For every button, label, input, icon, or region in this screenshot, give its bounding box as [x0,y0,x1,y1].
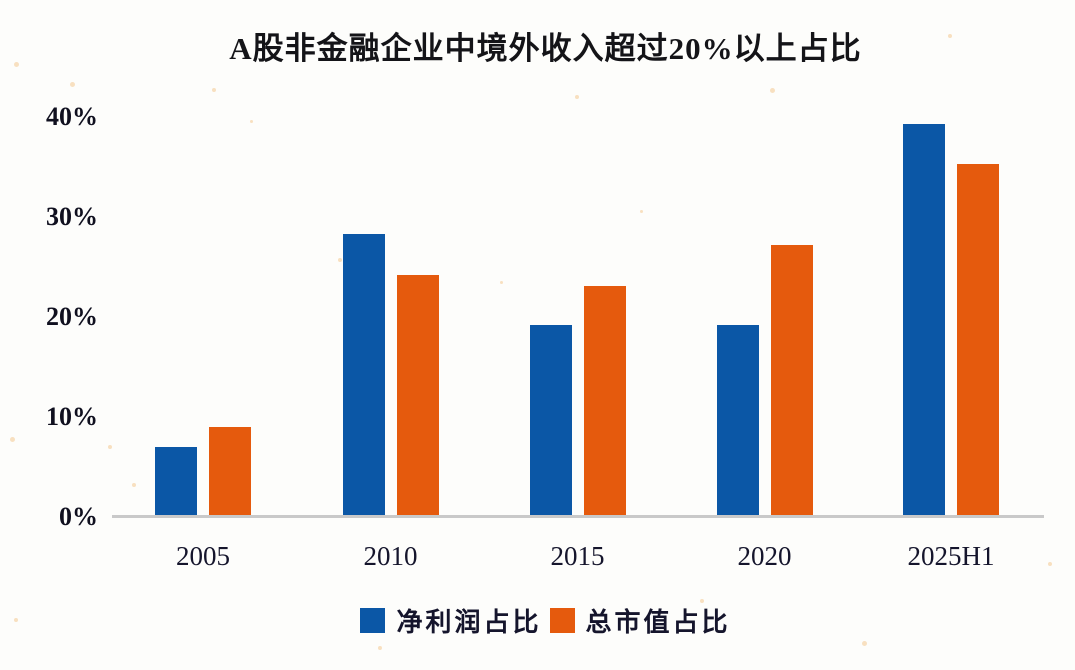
legend-swatch [549,608,575,633]
watermark-dot [108,445,112,449]
legend-swatch [360,608,386,633]
bar [396,275,439,517]
x-axis-tick-label: 2005 [176,541,230,571]
legend-label: 总市值占比 [585,608,731,637]
legend-label: 净利润占比 [396,608,542,637]
watermark-dot [640,210,643,213]
watermark-dot [862,641,867,646]
watermark-dot [132,483,136,487]
watermark-dot [770,88,775,93]
x-axis-tick-label: 2015 [550,541,605,571]
y-axis-tick-label: 20% [46,302,98,331]
watermark-dot [378,646,382,650]
y-axis-tick-label: 30% [46,202,98,231]
bar [342,234,385,517]
watermark-dot [70,82,75,87]
legend-item: 总市值占比 [549,602,731,639]
bar [209,427,251,517]
x-axis-line [112,515,1044,518]
y-axis-tick-label: 40% [46,102,98,131]
watermark-dot [212,88,216,92]
x-axis-tick-label: 2020 [737,541,792,571]
bar [716,325,759,517]
x-axis-tick-label: 2010 [363,541,418,571]
bar [583,286,626,517]
bar [770,245,813,517]
watermark-dot [338,258,342,262]
chart-title: A股非金融企业中境外收入超过20%以上占比 [229,31,862,66]
watermark-dot [10,437,15,442]
bar [155,447,197,517]
watermark-dot [1048,562,1052,566]
bar [903,124,945,517]
bar [529,325,572,517]
legend-item: 净利润占比 [360,602,541,639]
bar [957,164,999,517]
legend: 净利润占比 总市值占比 [0,602,1075,639]
watermark-dot [250,120,253,123]
watermark-dot [500,281,503,284]
watermark-dot [575,95,579,99]
x-axis-tick-label: 2025H1 [907,541,995,571]
y-axis-tick-label: 10% [46,402,98,431]
y-axis-tick-label: 0% [59,502,98,531]
